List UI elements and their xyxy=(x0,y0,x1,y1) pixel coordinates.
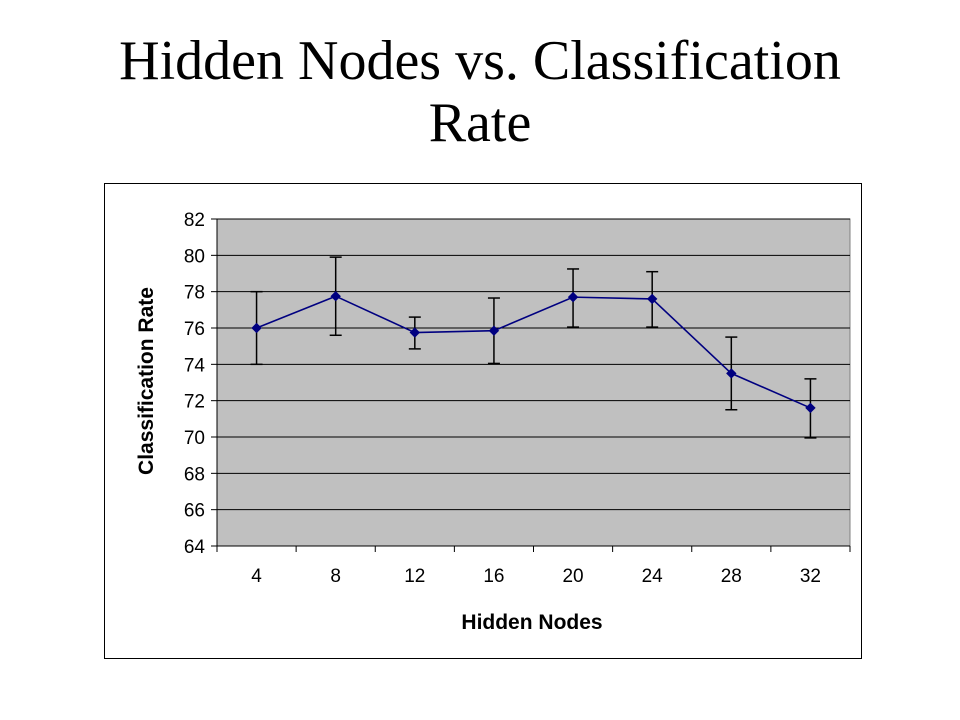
data-point xyxy=(330,291,341,302)
x-tick-label: 8 xyxy=(330,566,341,587)
chart-frame: 64 66 68 70 72 74 76 78 80 82 4 8 12 16 20 24 28 32 Hidde… xyxy=(104,183,862,659)
data-point xyxy=(567,291,579,303)
y-axis-title: Classification Rate xyxy=(135,287,158,475)
slide-title: Hidden Nodes vs. Classification Rate xyxy=(0,30,960,154)
data-point xyxy=(409,327,421,338)
y-tick-label: 82 xyxy=(184,210,205,231)
y-tick-label: 68 xyxy=(184,464,205,485)
x-tick-label: 20 xyxy=(562,566,583,587)
y-tick-label: 70 xyxy=(184,428,205,449)
x-axis-title: Hidden Nodes xyxy=(461,611,602,634)
y-tick-label: 66 xyxy=(184,501,205,522)
series-line xyxy=(256,295,811,409)
data-point xyxy=(646,293,658,305)
y-tick-label: 64 xyxy=(184,537,206,558)
y-tick-label: 80 xyxy=(184,246,205,267)
x-tick-label: 28 xyxy=(721,566,742,587)
line-chart: 64 66 68 70 72 74 76 78 80 82 4 8 12 16 20 24 28 32 Hidde… xyxy=(135,210,851,634)
y-tick-label: 78 xyxy=(184,283,205,304)
slide-title-line-1: Hidden Nodes vs. Classification xyxy=(119,30,841,92)
y-tick-label: 74 xyxy=(184,355,206,376)
data-point xyxy=(805,402,816,414)
x-tick-label: 4 xyxy=(251,566,262,587)
plot-area: 64 66 68 70 72 74 76 78 80 82 4 8 12 16 20 24 28 32 xyxy=(184,210,851,587)
data-point xyxy=(726,368,737,379)
data-point xyxy=(488,325,500,336)
plot-background xyxy=(216,218,851,547)
x-tick-label: 32 xyxy=(800,566,821,587)
data-point xyxy=(251,322,262,334)
x-tick-label: 16 xyxy=(483,566,504,587)
x-tick-label: 24 xyxy=(642,566,664,587)
x-tick-label: 12 xyxy=(404,566,425,587)
y-tick-label: 72 xyxy=(184,392,205,413)
y-tick-label: 76 xyxy=(184,319,205,340)
slide-title-line-2: Rate xyxy=(428,92,532,154)
